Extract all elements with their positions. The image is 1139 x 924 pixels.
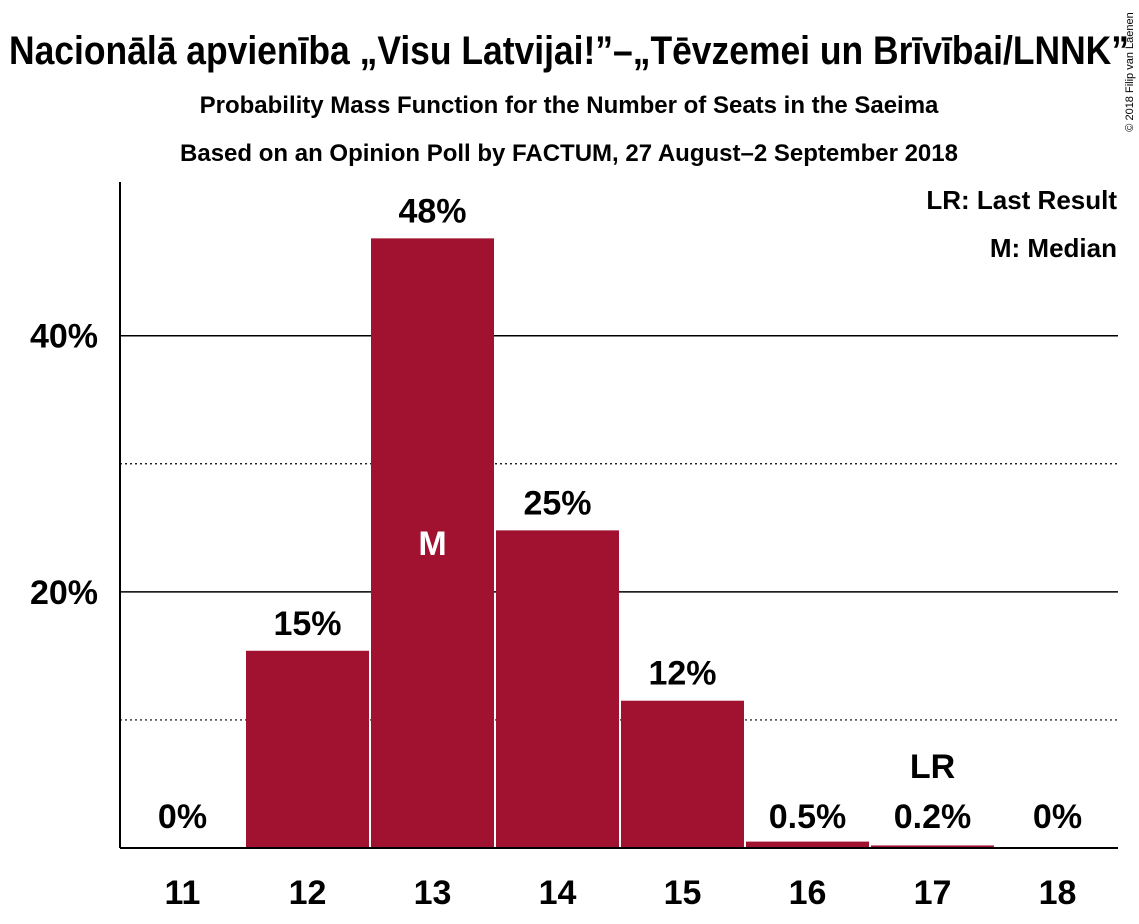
x-tick-label-13: 13: [414, 874, 452, 912]
median-marker: M: [418, 525, 446, 563]
x-tick-label-17: 17: [914, 874, 952, 912]
last-result-marker: LR: [910, 748, 955, 786]
x-tick-label-11: 11: [165, 874, 201, 912]
bar-14: [496, 530, 619, 848]
bar-15: [621, 700, 744, 848]
legend-median: M: Median: [990, 233, 1117, 263]
y-tick-label: 40%: [30, 318, 98, 356]
chart-subtitle-line2: Based on an Opinion Poll by FACTUM, 27 A…: [180, 140, 958, 167]
y-tick-label: 20%: [30, 574, 98, 612]
axes: 20% 40% 11 12 13 14 15 16 17 18: [30, 182, 1118, 912]
data-label-15: 12%: [648, 655, 716, 693]
chart-subtitle-line1: Probability Mass Function for the Number…: [200, 92, 939, 119]
bar-16: [746, 841, 869, 848]
copyright-notice: © 2018 Filip van Laenen: [1124, 12, 1136, 131]
bar-13: [371, 238, 494, 848]
data-label-14: 25%: [523, 484, 591, 522]
bar-12: [246, 650, 369, 848]
x-tick-label-15: 15: [664, 874, 702, 912]
data-label-17: 0.2%: [894, 798, 972, 836]
x-tick-label-18: 18: [1039, 874, 1077, 912]
data-label-18: 0%: [1033, 798, 1082, 836]
data-label-11: 0%: [158, 798, 207, 836]
legend-last-result: LR: Last Result: [926, 185, 1117, 215]
x-tick-label-12: 12: [289, 874, 327, 912]
chart-title: Nacionālā apvienība „Visu Latvijai!”–„Tē…: [9, 29, 1129, 73]
data-label-12: 15%: [273, 605, 341, 643]
data-labels: 0% 15% 48% M 25% 12% 0.5% 0.2% LR 0%: [158, 192, 1082, 836]
data-label-16: 0.5%: [769, 798, 847, 836]
bar-17: [871, 845, 994, 848]
bars: [246, 238, 994, 848]
x-tick-label-16: 16: [789, 874, 827, 912]
data-label-13: 48%: [398, 192, 466, 230]
x-tick-label-14: 14: [539, 874, 577, 912]
